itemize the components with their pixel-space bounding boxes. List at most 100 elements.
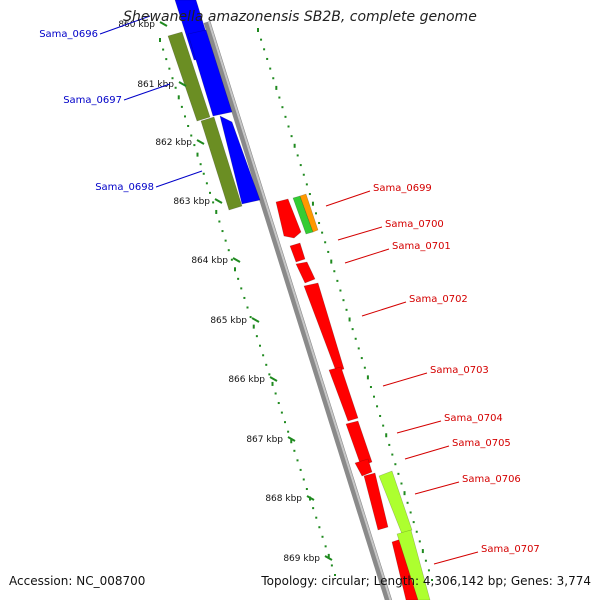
guide-dot xyxy=(278,96,281,99)
guide-dot xyxy=(427,569,430,572)
guide-dot xyxy=(224,239,227,242)
guide-dash xyxy=(234,267,236,272)
guide-dash xyxy=(159,38,161,42)
feature-sama-0706-lime xyxy=(378,470,413,535)
guide-dot xyxy=(293,449,296,452)
feature-sama-0701-b xyxy=(295,261,316,284)
kbp-tick-mark xyxy=(232,257,241,263)
gene-leader-line xyxy=(404,445,450,460)
dotted-guide-tracks xyxy=(159,28,433,581)
guide-dot xyxy=(376,405,379,408)
guide-dot xyxy=(369,386,372,389)
guide-dot xyxy=(227,249,230,252)
feature-track xyxy=(167,0,431,600)
guide-dot xyxy=(281,106,284,109)
guide-dot xyxy=(221,230,224,233)
guide-dot xyxy=(391,453,394,456)
gene-label-right: Sama_0703 xyxy=(430,365,489,376)
guide-dot xyxy=(243,296,246,299)
feature-sama-0699 xyxy=(275,198,302,239)
guide-dot xyxy=(400,482,403,485)
guide-dot xyxy=(412,521,415,524)
guide-dot xyxy=(168,67,171,70)
gene-leader-line xyxy=(396,420,442,434)
guide-dot xyxy=(415,530,418,533)
guide-dot xyxy=(345,308,348,311)
guide-dot xyxy=(266,57,269,60)
guide-dot xyxy=(431,579,433,581)
guide-dot xyxy=(287,125,290,128)
guide-dot xyxy=(308,193,311,196)
guide-dot xyxy=(265,363,268,366)
kbp-tick-mark xyxy=(324,555,333,561)
kbp-tick-mark xyxy=(214,198,223,204)
genome-backbone xyxy=(203,20,393,600)
guide-dash xyxy=(348,317,351,322)
guide-dot xyxy=(165,58,168,61)
guide-dash xyxy=(290,439,293,444)
guide-dot xyxy=(394,463,397,466)
kbp-tick-label: 860 kbp xyxy=(118,20,155,30)
guide-dot xyxy=(284,421,286,424)
guide-dot xyxy=(193,144,196,147)
kbp-ticks: 860 kbp 861 kbp 862 kbp 863 kbp 864 kbp 865 k… xyxy=(118,20,333,564)
guide-dash xyxy=(327,553,330,558)
gene-leader-line xyxy=(337,226,383,241)
guide-dot xyxy=(237,277,240,280)
guide-dot xyxy=(333,270,336,273)
kbp-tick-label: 865 kbp xyxy=(210,316,247,326)
genome-summary-text: Topology: circular; Length: 4,306,142 bp… xyxy=(261,574,591,588)
guide-dot xyxy=(199,163,202,166)
guide-dot xyxy=(212,201,215,204)
feature-sama-0703 xyxy=(328,366,359,422)
guide-dash xyxy=(271,381,274,386)
feature-sama-0701 xyxy=(289,242,306,263)
kbp-tick-label: 867 kbp xyxy=(246,435,283,445)
right-dotted-guide xyxy=(257,28,433,581)
left-dotted-guide xyxy=(159,38,336,576)
guide-dot xyxy=(205,182,208,185)
guide-dot xyxy=(171,77,174,80)
gene-leader-line xyxy=(382,372,428,387)
kbp-tick-label: 868 kbp xyxy=(265,494,302,504)
guide-dot xyxy=(302,173,305,176)
guide-dash xyxy=(215,209,218,214)
guide-dash xyxy=(366,375,369,380)
feature-sama-0702 xyxy=(303,282,345,372)
feature-sama-0706 xyxy=(363,472,389,531)
kbp-tick-mark xyxy=(196,139,205,145)
gene-leader-line xyxy=(123,83,171,101)
guide-dot xyxy=(302,478,305,481)
guide-dot xyxy=(218,220,221,223)
guide-dot xyxy=(274,392,277,395)
guide-dot xyxy=(373,395,375,398)
guide-dot xyxy=(174,86,177,89)
gene-leader-line xyxy=(433,551,479,565)
guide-dot xyxy=(354,337,357,340)
gene-leader-line xyxy=(325,190,371,207)
guide-dot xyxy=(260,38,263,41)
guide-dash xyxy=(421,549,424,554)
guide-dot xyxy=(318,221,321,224)
feature-sama-0700-b xyxy=(299,193,319,233)
guide-dot xyxy=(357,347,360,350)
kbp-tick-label: 866 kbp xyxy=(228,375,265,385)
guide-dot xyxy=(305,183,308,186)
guide-dot xyxy=(284,115,287,118)
guide-dot xyxy=(259,344,261,347)
kbp-tick-mark xyxy=(159,21,168,27)
kbp-tick-mark xyxy=(287,436,296,442)
gene-label-right: Sama_0705 xyxy=(452,438,511,449)
guide-dash xyxy=(252,324,255,329)
guide-dot xyxy=(312,507,315,510)
feature-sama-0704 xyxy=(345,420,373,467)
gene-leader-line xyxy=(361,301,407,317)
guide-dot xyxy=(334,574,336,576)
guide-dot xyxy=(290,135,293,138)
accession-text: Accession: NC_008700 xyxy=(9,574,146,588)
guide-dot xyxy=(249,316,252,319)
gene-leader-line xyxy=(344,248,390,264)
guide-dot xyxy=(315,212,317,215)
